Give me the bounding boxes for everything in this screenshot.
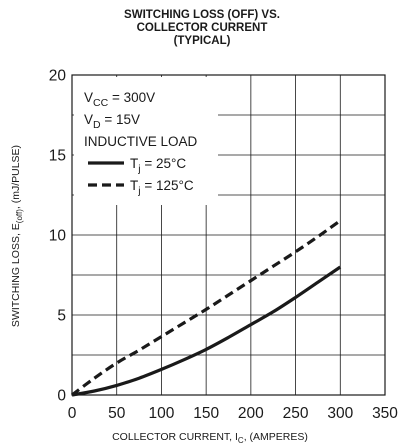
x-axis-label: COLLECTOR CURRENT, IC, (AMPERES) [112, 431, 308, 445]
x-axis-label-sub: C [238, 436, 244, 445]
y-tick-label: 15 [49, 148, 66, 165]
chart-title-line-3: (TYPICAL) [174, 35, 231, 47]
legend-condition-1: VCC = 300V [84, 90, 155, 109]
x-tick-label: 50 [108, 405, 126, 422]
x-tick-labels: 0 50 100 150 200 250 300 350 [68, 405, 399, 422]
x-tick-label: 300 [327, 405, 353, 422]
y-axis-label: SWITCHING LOSS, E(off), (mJ/PULSE) [10, 145, 24, 327]
x-tick-label: 150 [193, 405, 219, 422]
x-tick-label: 0 [68, 405, 77, 422]
y-tick-label: 20 [49, 68, 67, 85]
y-tick-labels: 0 5 10 15 20 [49, 68, 67, 405]
legend-condition-2: VD = 15V [84, 112, 140, 131]
x-tick-label: 350 [372, 405, 398, 422]
legend-condition-3: INDUCTIVE LOAD [84, 134, 198, 149]
series-layer [71, 219, 342, 397]
legend-entry-tj-125c: Tj = 125°C [130, 178, 194, 197]
x-axis-label-rest: , (AMPERES) [244, 431, 308, 443]
legend-entry-tj-25c: Tj = 25°C [130, 156, 186, 175]
chart-title-line-2: COLLECTOR CURRENT [137, 22, 268, 34]
legend: VCC = 300V VD = 15V INDUCTIVE LOAD Tj = 25°… [84, 90, 198, 197]
y-tick-label: 5 [57, 308, 66, 325]
y-axis-label-main: SWITCHING LOSS, E [10, 223, 22, 327]
y-tick-label: 0 [57, 388, 66, 405]
series-line-tj-125c [71, 219, 342, 397]
x-tick-label: 100 [148, 405, 174, 422]
plot-frame [71, 74, 386, 396]
x-axis-label-main: COLLECTOR CURRENT, I [112, 431, 238, 443]
y-tick-label: 10 [49, 228, 67, 245]
y-axis-label-sub: (off) [15, 209, 24, 223]
series-line-tj-25c [71, 265, 342, 397]
legend-box [74, 77, 218, 205]
x-tick-label: 250 [283, 405, 309, 422]
legend-background [74, 77, 218, 205]
chart-title-line-1: SWITCHING LOSS (OFF) VS. [124, 9, 280, 21]
y-axis-label-rest: , (mJ/PULSE) [10, 145, 22, 209]
x-tick-label: 200 [238, 405, 264, 422]
